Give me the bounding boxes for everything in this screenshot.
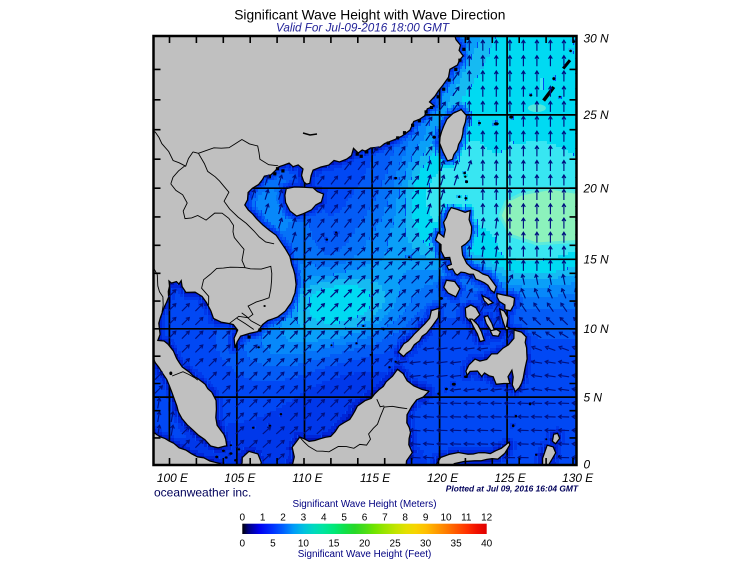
svg-text:30 N: 30 N (584, 32, 610, 46)
svg-text:5 N: 5 N (584, 390, 603, 404)
svg-text:1: 1 (260, 512, 266, 523)
svg-text:Valid For Jul-09-2016 18:00 GM: Valid For Jul-09-2016 18:00 GMT (276, 22, 450, 35)
svg-text:0: 0 (584, 458, 591, 472)
svg-text:125 E: 125 E (495, 471, 527, 485)
svg-text:115 E: 115 E (360, 471, 391, 485)
svg-text:Significant Wave Height (Meter: Significant Wave Height (Meters) (293, 499, 437, 510)
svg-text:0: 0 (240, 538, 246, 549)
svg-text:10 N: 10 N (584, 322, 610, 336)
svg-text:25: 25 (390, 538, 402, 549)
svg-text:9: 9 (423, 512, 429, 523)
svg-text:15 N: 15 N (584, 253, 610, 267)
svg-text:110 E: 110 E (292, 471, 323, 485)
svg-text:15: 15 (328, 538, 340, 549)
svg-text:5: 5 (270, 538, 276, 549)
svg-text:5: 5 (341, 512, 347, 523)
svg-text:7: 7 (382, 512, 388, 523)
svg-text:11: 11 (461, 512, 472, 523)
svg-text:105 E: 105 E (224, 471, 256, 485)
svg-text:10: 10 (440, 512, 452, 523)
svg-text:40: 40 (481, 538, 493, 549)
svg-text:2: 2 (280, 512, 286, 523)
svg-text:oceanweather inc.: oceanweather inc. (154, 486, 251, 500)
svg-text:20: 20 (359, 538, 371, 549)
svg-text:10: 10 (298, 538, 310, 549)
svg-text:12: 12 (481, 512, 493, 523)
svg-text:3: 3 (301, 512, 307, 523)
svg-text:35: 35 (451, 538, 463, 549)
svg-text:25 N: 25 N (583, 108, 610, 122)
svg-text:Significant Wave Height with W: Significant Wave Height with Wave Direct… (234, 8, 505, 23)
svg-text:0: 0 (240, 512, 246, 523)
svg-text:130 E: 130 E (562, 471, 594, 485)
svg-text:6: 6 (362, 512, 368, 523)
svg-text:8: 8 (402, 512, 408, 523)
svg-text:20 N: 20 N (583, 182, 610, 196)
svg-text:4: 4 (321, 512, 327, 523)
svg-text:Plotted at Jul 09, 2016 16:04: Plotted at Jul 09, 2016 16:04 GMT (446, 484, 579, 494)
svg-text:120 E: 120 E (427, 471, 459, 485)
svg-text:30: 30 (420, 538, 432, 549)
svg-text:Significant Wave Height (Feet): Significant Wave Height (Feet) (298, 549, 432, 560)
svg-text:100 E: 100 E (157, 471, 189, 485)
